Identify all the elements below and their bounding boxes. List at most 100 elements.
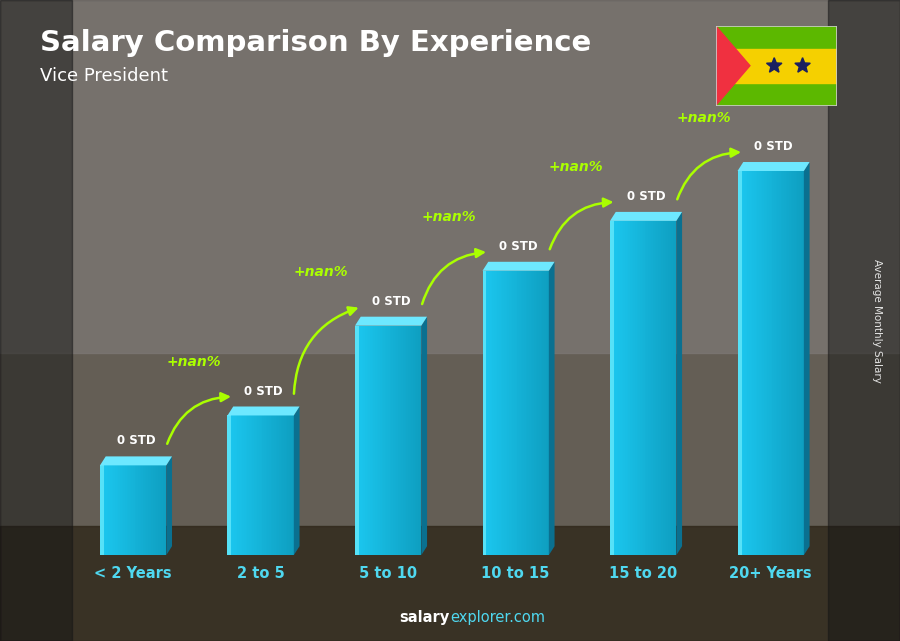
Bar xyxy=(106,465,108,555)
Bar xyxy=(248,415,249,555)
Bar xyxy=(545,271,547,555)
Bar xyxy=(127,465,128,555)
Bar xyxy=(0,526,900,641)
Bar xyxy=(120,465,122,555)
Bar xyxy=(613,221,615,555)
Bar xyxy=(376,326,378,555)
Bar xyxy=(794,171,796,555)
Bar xyxy=(285,415,287,555)
Bar xyxy=(788,171,789,555)
Bar xyxy=(504,271,506,555)
Bar xyxy=(246,415,248,555)
Bar xyxy=(153,465,155,555)
Bar xyxy=(102,465,104,555)
Bar xyxy=(494,271,496,555)
Bar xyxy=(228,415,230,555)
Bar xyxy=(828,0,900,641)
Bar xyxy=(234,415,236,555)
Bar xyxy=(251,415,252,555)
Bar xyxy=(283,415,284,555)
Bar xyxy=(115,465,117,555)
Text: 0 STD: 0 STD xyxy=(754,140,793,153)
Bar xyxy=(650,221,652,555)
Bar xyxy=(652,221,653,555)
Polygon shape xyxy=(737,162,810,171)
Bar xyxy=(383,326,385,555)
Bar xyxy=(370,326,372,555)
Bar xyxy=(786,171,788,555)
Bar xyxy=(748,171,749,555)
Bar xyxy=(522,271,524,555)
Bar xyxy=(125,465,127,555)
Bar xyxy=(766,171,768,555)
Bar xyxy=(396,326,398,555)
Bar xyxy=(405,326,407,555)
Bar xyxy=(284,415,285,555)
Bar xyxy=(277,415,279,555)
Bar xyxy=(634,221,636,555)
Bar xyxy=(267,415,269,555)
Bar xyxy=(266,415,267,555)
Bar xyxy=(784,171,786,555)
Bar xyxy=(415,326,417,555)
Bar xyxy=(779,171,780,555)
Bar xyxy=(257,415,259,555)
Bar xyxy=(411,326,413,555)
Text: 0 STD: 0 STD xyxy=(117,435,156,447)
Bar xyxy=(385,326,386,555)
Text: 0 STD: 0 STD xyxy=(372,295,410,308)
Bar xyxy=(105,465,106,555)
Bar xyxy=(159,465,161,555)
Bar xyxy=(292,415,293,555)
Bar xyxy=(486,271,488,555)
Bar xyxy=(628,221,630,555)
Bar xyxy=(272,415,274,555)
Bar xyxy=(158,465,159,555)
Bar xyxy=(498,271,500,555)
Polygon shape xyxy=(228,406,300,415)
Bar xyxy=(386,326,388,555)
Bar xyxy=(770,171,772,555)
Polygon shape xyxy=(100,456,172,465)
Bar xyxy=(739,171,741,555)
Bar xyxy=(140,465,141,555)
Bar xyxy=(238,415,239,555)
Bar xyxy=(287,415,289,555)
Bar xyxy=(489,271,491,555)
Polygon shape xyxy=(804,162,810,555)
Bar xyxy=(403,326,405,555)
Text: salary: salary xyxy=(400,610,450,625)
Bar xyxy=(147,465,149,555)
Bar xyxy=(776,171,778,555)
Bar xyxy=(398,326,400,555)
Bar xyxy=(626,221,628,555)
Bar xyxy=(673,221,675,555)
Bar xyxy=(644,221,646,555)
Bar xyxy=(544,271,545,555)
Bar xyxy=(789,171,790,555)
Polygon shape xyxy=(610,212,682,221)
Text: +nan%: +nan% xyxy=(421,210,476,224)
Bar xyxy=(256,415,257,555)
Bar xyxy=(143,465,145,555)
Text: Vice President: Vice President xyxy=(40,67,168,85)
Bar xyxy=(658,221,660,555)
Bar xyxy=(539,271,541,555)
Bar xyxy=(408,326,410,555)
Bar xyxy=(161,465,163,555)
Bar xyxy=(671,221,673,555)
Polygon shape xyxy=(676,212,682,555)
Bar xyxy=(141,465,143,555)
Bar xyxy=(618,221,620,555)
Bar xyxy=(625,221,626,555)
Bar xyxy=(610,221,612,555)
Bar xyxy=(269,415,271,555)
Bar xyxy=(155,465,157,555)
Bar xyxy=(502,271,504,555)
Bar xyxy=(506,271,508,555)
Bar xyxy=(262,415,264,555)
Bar xyxy=(778,171,779,555)
Bar xyxy=(769,171,770,555)
Bar xyxy=(622,221,624,555)
Bar xyxy=(751,171,752,555)
